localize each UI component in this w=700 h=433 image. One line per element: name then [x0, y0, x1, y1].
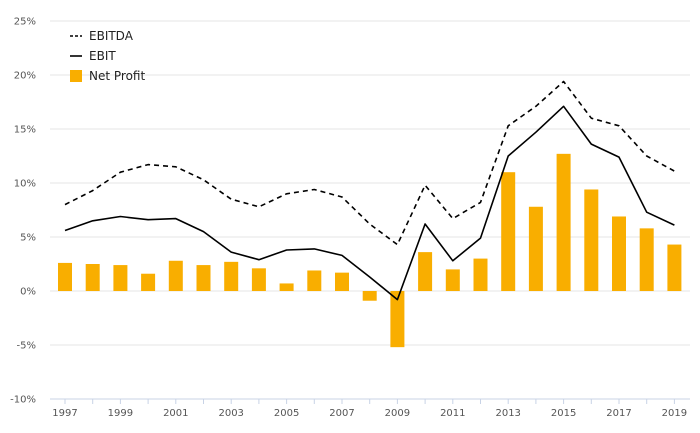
net-profit-bar: [445, 269, 460, 291]
x-tick-label: 2007: [329, 408, 354, 419]
net-profit-legend-label: Net Profit: [89, 69, 145, 83]
x-tick-label: 2017: [606, 408, 631, 419]
legend: EBITDA EBIT Net Profit: [70, 29, 145, 83]
ebitda-line: [64, 80, 675, 246]
y-tick-label: 25%: [14, 17, 36, 28]
net-profit-legend-swatch: [70, 70, 82, 82]
x-tick-label: 2005: [274, 408, 299, 419]
x-tick-label: 2001: [163, 408, 188, 419]
net-profit-bar: [501, 172, 516, 291]
ebit-legend-label: EBIT: [89, 49, 116, 63]
x-tick-label: 2009: [385, 408, 410, 419]
x-axis: [50, 398, 690, 404]
net-profit-bar: [141, 273, 156, 291]
net-profit-bar: [113, 265, 128, 291]
net-profit-bar: [612, 216, 626, 291]
y-tick-label: 0%: [20, 287, 36, 298]
x-tick-label: 2013: [495, 408, 520, 419]
x-tick-label: 2015: [551, 408, 576, 419]
net-profit-bar: [58, 262, 72, 291]
net-profit-bar: [418, 252, 433, 291]
net-profit-bar: [251, 268, 266, 291]
net-profit-bar: [667, 244, 682, 291]
net-profit-bar: [85, 264, 100, 291]
y-tick-label: 20%: [14, 71, 36, 82]
net-profit-bar: [390, 291, 405, 348]
y-tick-label: 10%: [14, 179, 36, 190]
x-axis-tick-labels: 1997 1999 2001 2003 2005 2007 2009 2011 2013 2015…: [52, 408, 687, 419]
net-profit-bars: [58, 153, 682, 348]
x-tick-label: 2003: [218, 408, 243, 419]
net-profit-bar: [168, 260, 183, 291]
net-profit-bar: [473, 258, 488, 291]
x-tick-label: 1999: [108, 408, 133, 419]
ebit-line: [64, 105, 675, 301]
net-profit-bar: [584, 189, 599, 291]
net-profit-bar: [307, 270, 322, 291]
line-series: [64, 80, 675, 301]
x-tick-label: 1997: [52, 408, 77, 419]
y-tick-label: -5%: [17, 341, 36, 352]
net-profit-bar: [556, 153, 571, 291]
net-profit-bar: [224, 261, 239, 291]
x-tick-label: 2019: [662, 408, 687, 419]
y-tick-label: -10%: [10, 395, 36, 406]
y-tick-label: 5%: [20, 233, 36, 244]
net-profit-bar: [279, 283, 294, 291]
net-profit-bar: [528, 206, 543, 291]
y-axis-tick-labels: 25% 20% 15% 10% 5% 0% -5% -10%: [10, 17, 36, 406]
x-tick-label: 2011: [440, 408, 465, 419]
y-tick-label: 15%: [14, 125, 36, 136]
net-profit-bar: [335, 272, 349, 291]
ebitda-legend-label: EBITDA: [89, 29, 134, 43]
net-profit-bar: [196, 265, 211, 291]
net-profit-bar: [362, 291, 377, 301]
net-profit-bar: [639, 228, 654, 291]
